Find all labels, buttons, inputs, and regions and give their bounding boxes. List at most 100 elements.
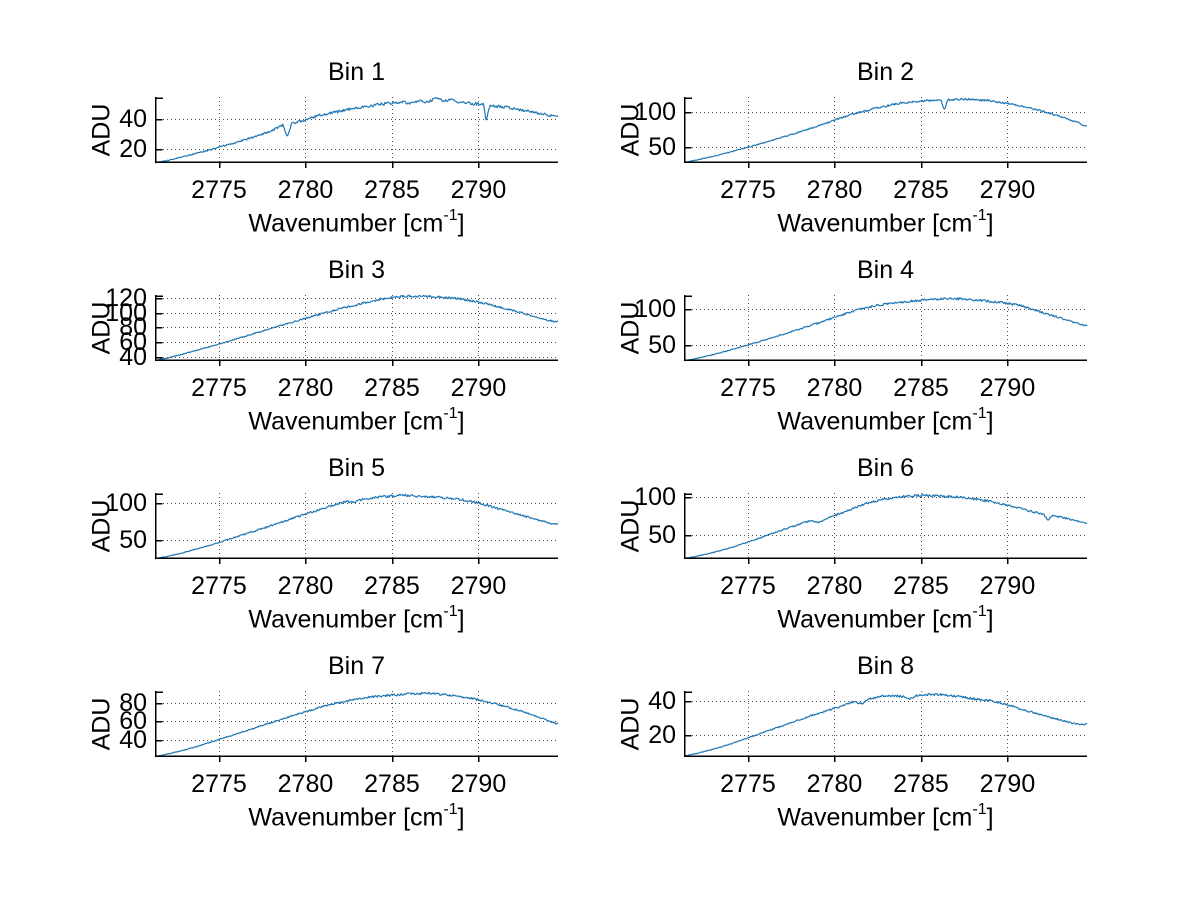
x-axis-label-text: Wavenumber [cm	[777, 407, 973, 436]
y-tick-label: 50	[648, 133, 676, 162]
x-axis-label-superscript: -1	[443, 404, 458, 422]
x-tick-label: 2790	[450, 770, 507, 798]
y-tick-label: 20	[119, 135, 147, 164]
plot-area-bin-1	[154, 97, 559, 168]
plot-title: Bin 4	[857, 256, 914, 284]
y-tick-label: 60	[119, 707, 147, 736]
x-axis-label-text: Wavenumber [cm	[248, 605, 444, 634]
spectrum-line	[683, 493, 1088, 560]
x-tick-label: 2785	[364, 374, 420, 402]
x-axis-label-text: Wavenumber [cm	[248, 803, 444, 832]
x-tick-label: 2780	[277, 572, 334, 600]
plot-area-bin-8	[683, 691, 1088, 762]
x-tick-label: 2785	[893, 374, 949, 402]
x-axis-label-text: Wavenumber [cm	[777, 209, 973, 238]
plot-title: Bin 6	[857, 454, 914, 482]
plot-area-bin-2	[683, 97, 1088, 168]
x-tick-label: 2785	[364, 176, 420, 204]
plot-title: Bin 2	[857, 58, 914, 86]
x-tick-label: 2780	[277, 770, 334, 798]
subplot-bin-7: Bin 7 ADU Wavenumber [cm-1] 2775 2780 2785…	[88, 652, 559, 831]
y-tick-label: 80	[119, 689, 147, 717]
y-tick-label: 80	[119, 313, 147, 342]
x-tick-label: 2785	[893, 572, 949, 600]
y-tick-label: 50	[648, 521, 676, 550]
y-tick-label: 100	[634, 482, 676, 511]
y-tick-label: 100	[634, 97, 676, 126]
spectrum-line	[683, 97, 1088, 164]
x-axis-label: Wavenumber [cm-1]	[155, 404, 558, 436]
x-tick-label: 2775	[720, 770, 776, 798]
spectrum-line	[154, 493, 559, 560]
plot-title: Bin 5	[328, 454, 385, 482]
x-tick-label: 2785	[364, 572, 420, 600]
plot-title: Bin 1	[328, 58, 385, 86]
x-axis-label-text: Wavenumber [cm	[248, 407, 444, 436]
plot-area-bin-6	[683, 493, 1088, 564]
y-tick-label: 100	[105, 488, 147, 517]
x-axis-label-superscript: -1	[972, 800, 987, 818]
x-tick-label: 2785	[364, 770, 420, 798]
spectrum-line	[683, 297, 1088, 362]
x-axis-label: Wavenumber [cm-1]	[684, 602, 1087, 634]
plot-area-bin-5	[154, 493, 559, 564]
x-axis-label: Wavenumber [cm-1]	[155, 602, 558, 634]
x-tick-label: 2790	[979, 572, 1036, 600]
subplot-bin-5: Bin 5 ADU Wavenumber [cm-1] 2775 2780 2785…	[88, 454, 559, 633]
x-axis-label-text: Wavenumber [cm	[777, 803, 973, 832]
x-tick-label: 2790	[450, 374, 507, 402]
x-tick-label: 2780	[277, 374, 334, 402]
x-axis-label-close: ]	[457, 407, 465, 436]
x-tick-label: 2780	[806, 374, 863, 402]
y-tick-label: 40	[119, 342, 147, 371]
plot-area-bin-4	[683, 295, 1088, 366]
spectrum-line	[154, 691, 559, 758]
x-axis-label-text: Wavenumber [cm	[248, 209, 444, 238]
x-axis-label-close: ]	[986, 209, 994, 238]
x-tick-label: 2775	[720, 572, 776, 600]
x-axis-label-superscript: -1	[443, 206, 458, 224]
x-tick-label: 2775	[191, 374, 247, 402]
plot-area-bin-3	[154, 294, 559, 366]
y-tick-label: 100	[634, 295, 676, 324]
y-tick-label: 50	[648, 330, 676, 359]
x-axis-label-superscript: -1	[972, 206, 987, 224]
plot-title: Bin 3	[328, 256, 385, 284]
x-tick-label: 2785	[893, 770, 949, 798]
x-tick-label: 2780	[806, 176, 863, 204]
x-tick-label: 2785	[893, 176, 949, 204]
x-tick-label: 2780	[806, 572, 863, 600]
x-axis-label: Wavenumber [cm-1]	[155, 801, 558, 832]
x-axis-label-close: ]	[457, 605, 465, 634]
x-tick-label: 2775	[191, 572, 247, 600]
y-tick-label: 50	[119, 525, 147, 554]
x-axis-label-superscript: -1	[443, 602, 458, 620]
x-axis-label: Wavenumber [cm-1]	[684, 800, 1087, 832]
subplot-bin-1: Bin 1 ADU Wavenumber [cm-1] 2775 2780 2785…	[88, 58, 559, 237]
x-tick-label: 2775	[720, 176, 776, 204]
x-axis-label-text: Wavenumber [cm	[777, 605, 973, 634]
y-tick-label: 100	[105, 298, 147, 327]
x-axis-label: Wavenumber [cm-1]	[684, 206, 1087, 238]
x-axis-label-superscript: -1	[972, 602, 987, 620]
plot-area-bin-7	[154, 691, 559, 762]
y-tick-label: 40	[648, 686, 676, 715]
x-tick-label: 2790	[979, 176, 1036, 204]
spectrum-line	[154, 294, 559, 362]
x-tick-label: 2790	[450, 572, 507, 600]
plot-title: Bin 8	[857, 652, 914, 680]
y-tick-label: 60	[119, 328, 147, 357]
x-axis-label-close: ]	[986, 605, 994, 634]
spectrum-line	[154, 97, 559, 164]
x-axis-label-close: ]	[986, 407, 994, 436]
x-tick-label: 2775	[191, 176, 247, 204]
x-tick-label: 2790	[979, 374, 1036, 402]
x-axis-label: Wavenumber [cm-1]	[155, 206, 558, 238]
plot-title: Bin 7	[328, 652, 385, 680]
x-axis-label-close: ]	[457, 803, 465, 832]
subplot-bin-3: Bin 3 ADU Wavenumber [cm-1] 2775 2780 2785…	[88, 256, 559, 435]
x-tick-label: 2775	[191, 770, 247, 798]
x-tick-label: 2790	[450, 176, 507, 204]
x-tick-label: 2780	[277, 176, 334, 204]
